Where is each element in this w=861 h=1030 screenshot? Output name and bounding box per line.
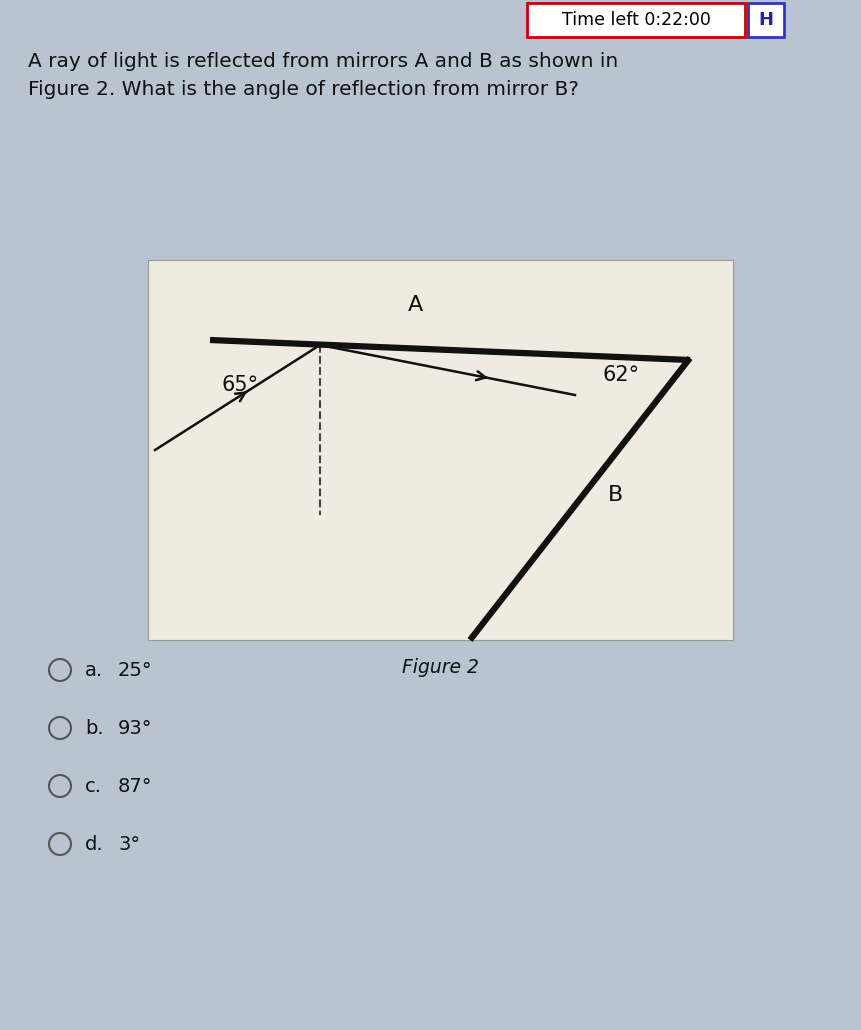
Text: 25°: 25° bbox=[118, 660, 152, 680]
Text: a.: a. bbox=[85, 660, 103, 680]
Circle shape bbox=[49, 833, 71, 855]
Circle shape bbox=[49, 659, 71, 681]
Text: 62°: 62° bbox=[603, 365, 640, 385]
Text: b.: b. bbox=[85, 719, 103, 737]
Text: 65°: 65° bbox=[221, 375, 258, 394]
Text: c.: c. bbox=[85, 777, 102, 795]
Text: Figure 2: Figure 2 bbox=[402, 658, 479, 677]
Text: 93°: 93° bbox=[118, 719, 152, 737]
Circle shape bbox=[49, 775, 71, 797]
Text: 87°: 87° bbox=[118, 777, 152, 795]
FancyBboxPatch shape bbox=[748, 3, 784, 37]
Text: d.: d. bbox=[85, 834, 103, 854]
Circle shape bbox=[49, 717, 71, 739]
Text: A ray of light is reflected from mirrors A and B as shown in: A ray of light is reflected from mirrors… bbox=[28, 52, 618, 71]
FancyBboxPatch shape bbox=[527, 3, 745, 37]
Text: A: A bbox=[407, 295, 423, 315]
Text: Time left 0:22:00: Time left 0:22:00 bbox=[561, 11, 710, 29]
FancyBboxPatch shape bbox=[148, 260, 733, 640]
Text: H: H bbox=[759, 11, 773, 29]
Text: 3°: 3° bbox=[118, 834, 140, 854]
Text: Figure 2. What is the angle of reflection from mirror B?: Figure 2. What is the angle of reflectio… bbox=[28, 80, 579, 99]
Text: B: B bbox=[607, 485, 623, 505]
